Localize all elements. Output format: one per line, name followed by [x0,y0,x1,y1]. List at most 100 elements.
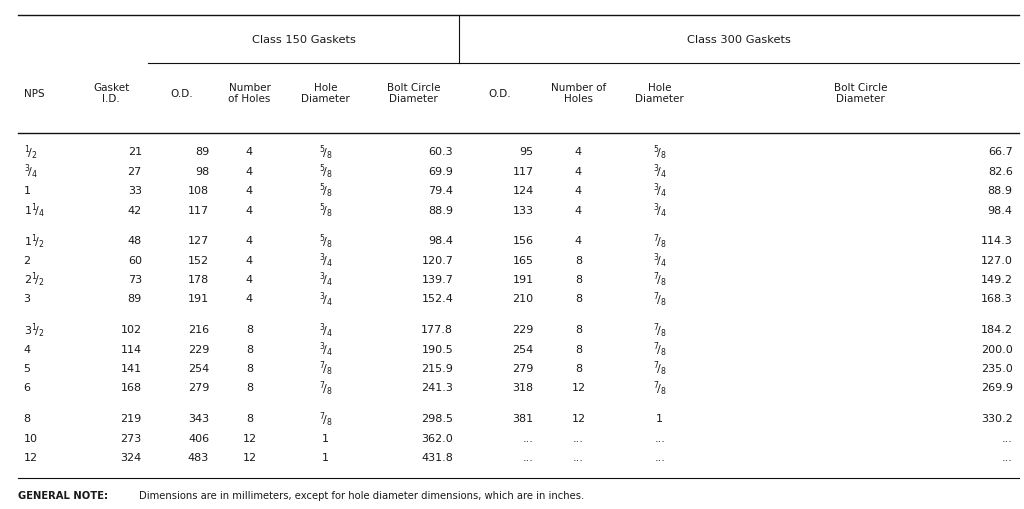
Text: $^5\!/_8$: $^5\!/_8$ [318,201,333,219]
Text: 381: 381 [512,414,534,423]
Text: $^3\!/_4$: $^3\!/_4$ [318,321,333,339]
Text: $1^1\!/_4$: $1^1\!/_4$ [24,201,45,219]
Text: 8: 8 [246,363,253,374]
Text: 12: 12 [571,414,586,423]
Text: Number of
Holes: Number of Holes [551,82,606,104]
Text: 4: 4 [574,186,582,196]
Text: Gasket
I.D.: Gasket I.D. [93,82,129,104]
Text: 4: 4 [246,166,253,177]
Text: 120.7: 120.7 [421,256,454,265]
Text: 3: 3 [24,294,31,304]
Text: $^7\!/_8$: $^7\!/_8$ [653,270,667,289]
Text: 279: 279 [187,383,209,393]
Text: 48: 48 [128,236,142,246]
Text: 1: 1 [323,452,330,462]
Text: $^3\!/_4$: $^3\!/_4$ [653,201,667,219]
Text: 114.3: 114.3 [981,236,1013,246]
Text: 254: 254 [188,363,209,374]
Text: 88.9: 88.9 [428,205,454,215]
Text: Bolt Circle
Diameter: Bolt Circle Diameter [387,82,440,104]
Text: 79.4: 79.4 [428,186,454,196]
Text: $^3\!/_4$: $^3\!/_4$ [653,162,667,181]
Text: 168: 168 [121,383,142,393]
Text: 69.9: 69.9 [428,166,454,177]
Text: $^7\!/_8$: $^7\!/_8$ [653,379,667,397]
Text: 98: 98 [195,166,209,177]
Text: 12: 12 [24,452,38,462]
Text: 117: 117 [188,205,209,215]
Text: 12: 12 [571,383,586,393]
Text: 10: 10 [24,433,38,443]
Text: 4: 4 [246,275,253,285]
Text: 60: 60 [128,256,142,265]
Text: 254: 254 [512,344,534,354]
Text: 324: 324 [121,452,142,462]
Text: 117: 117 [512,166,534,177]
Text: 60.3: 60.3 [429,147,454,157]
Text: $^5\!/_8$: $^5\!/_8$ [318,143,333,161]
Text: 127: 127 [188,236,209,246]
Text: $3^1\!/_2$: $3^1\!/_2$ [24,321,44,339]
Text: 12: 12 [243,452,257,462]
Text: 165: 165 [513,256,534,265]
Text: Number
of Holes: Number of Holes [228,82,270,104]
Text: 149.2: 149.2 [981,275,1013,285]
Text: ...: ... [573,433,584,443]
Text: 88.9: 88.9 [988,186,1013,196]
Text: $^7\!/_8$: $^7\!/_8$ [653,359,667,378]
Text: 190.5: 190.5 [422,344,454,354]
Text: 269.9: 269.9 [981,383,1013,393]
Text: 82.6: 82.6 [988,166,1013,177]
Text: ...: ... [654,433,666,443]
Text: 133: 133 [513,205,534,215]
Text: 5: 5 [24,363,31,374]
Text: 21: 21 [128,147,142,157]
Text: 177.8: 177.8 [421,325,454,335]
Text: 66.7: 66.7 [988,147,1013,157]
Text: 8: 8 [574,256,582,265]
Text: 210: 210 [512,294,534,304]
Text: $^7\!/_8$: $^7\!/_8$ [318,359,333,378]
Text: 8: 8 [246,344,253,354]
Text: $^7\!/_8$: $^7\!/_8$ [653,290,667,308]
Text: 273: 273 [121,433,142,443]
Text: 114: 114 [121,344,142,354]
Text: Class 300 Gaskets: Class 300 Gaskets [687,35,792,45]
Text: 362.0: 362.0 [422,433,454,443]
Text: 4: 4 [246,147,253,157]
Text: ...: ... [573,452,584,462]
Text: 4: 4 [246,236,253,246]
Text: 6: 6 [24,383,31,393]
Text: 431.8: 431.8 [421,452,454,462]
Text: 4: 4 [24,344,31,354]
Text: $^3\!/_4$: $^3\!/_4$ [318,290,333,308]
Text: 2: 2 [24,256,31,265]
Text: 216: 216 [188,325,209,335]
Text: O.D.: O.D. [488,89,511,98]
Text: $^7\!/_8$: $^7\!/_8$ [318,379,333,397]
Text: 127.0: 127.0 [981,256,1013,265]
Text: GENERAL NOTE:: GENERAL NOTE: [18,490,109,500]
Text: 89: 89 [128,294,142,304]
Text: 8: 8 [574,344,582,354]
Text: 42: 42 [128,205,142,215]
Text: 1: 1 [656,414,664,423]
Text: 4: 4 [246,205,253,215]
Text: $2^1\!/_2$: $2^1\!/_2$ [24,270,44,289]
Text: 298.5: 298.5 [421,414,454,423]
Text: 152: 152 [188,256,209,265]
Text: 4: 4 [574,147,582,157]
Text: 124: 124 [512,186,534,196]
Text: $^7\!/_8$: $^7\!/_8$ [653,340,667,358]
Text: $^5\!/_8$: $^5\!/_8$ [653,143,667,161]
Text: 8: 8 [246,414,253,423]
Text: 4: 4 [246,256,253,265]
Text: $^5\!/_8$: $^5\!/_8$ [318,162,333,181]
Text: 8: 8 [574,363,582,374]
Text: NPS: NPS [24,89,44,98]
Text: $^3\!/_4$: $^3\!/_4$ [653,251,667,269]
Text: 191: 191 [188,294,209,304]
Text: 156: 156 [513,236,534,246]
Text: $^7\!/_8$: $^7\!/_8$ [653,321,667,339]
Text: $^3\!/_4$: $^3\!/_4$ [318,270,333,289]
